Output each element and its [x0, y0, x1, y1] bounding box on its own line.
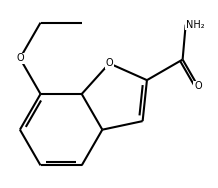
Text: NH₂: NH₂ — [186, 20, 204, 30]
Text: O: O — [106, 58, 113, 68]
Text: O: O — [16, 53, 24, 63]
Text: O: O — [194, 81, 202, 91]
